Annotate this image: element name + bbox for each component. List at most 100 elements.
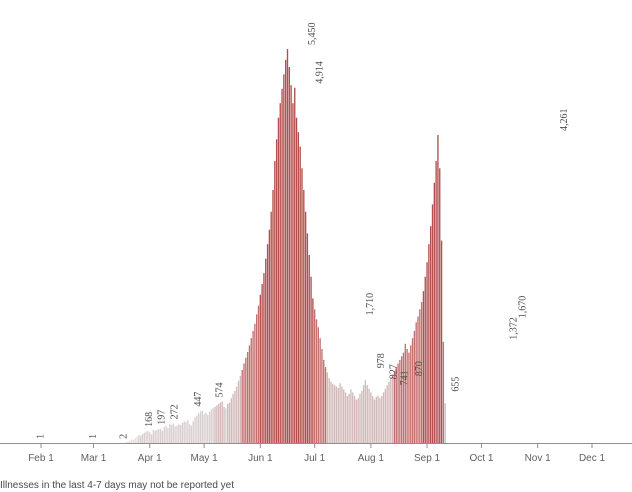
bar-2020-03-27 <box>140 435 142 443</box>
bar-2020-09-04 <box>431 204 434 443</box>
bar-2020-07-14 <box>337 388 339 443</box>
bar-2020-06-08 <box>272 189 274 443</box>
bar-2020-05-29 <box>254 323 256 443</box>
bar-2020-03-29 <box>143 432 145 443</box>
bar-2020-06-03 <box>263 273 265 443</box>
bar-2020-08-10 <box>386 385 388 443</box>
bar-2020-05-22 <box>241 369 243 443</box>
bar-2020-07-17 <box>343 389 345 443</box>
bar-2020-07-12 <box>333 385 336 443</box>
bar-2020-05-17 <box>232 393 234 443</box>
bar-2020-04-02 <box>150 434 153 443</box>
bar-2020-03-19 <box>125 442 127 443</box>
bar-2020-07-08 <box>326 372 329 443</box>
x-tick-label-2020-12-01: Dec 1 <box>579 453 606 464</box>
bar-2020-07-03 <box>317 327 319 443</box>
bar-2020-03-23 <box>132 439 135 443</box>
bar-2020-05-10 <box>219 402 222 443</box>
bar-2020-07-19 <box>346 396 348 443</box>
bar-2020-06-17 <box>288 67 290 443</box>
bar-2020-04-25 <box>192 421 194 443</box>
bar-2020-05-07 <box>214 406 216 443</box>
bar-2020-03-22 <box>130 439 133 443</box>
bar-2020-08-09 <box>384 388 387 443</box>
bar-2020-06-30 <box>312 298 314 443</box>
x-tick-label-2020-08-01: Aug 1 <box>358 453 385 464</box>
data-label-2020-03-01: 1 <box>88 434 99 439</box>
bar-2020-03-31 <box>147 430 149 443</box>
bar-2020-05-03 <box>207 414 209 443</box>
bar-2020-04-09 <box>163 427 165 443</box>
bar-2020-04-12 <box>169 424 171 443</box>
bar-2020-07-07 <box>324 367 327 443</box>
bar-2020-07-13 <box>335 386 338 443</box>
data-label-2020-04-15: 272 <box>169 404 180 419</box>
bar-2020-08-11 <box>388 381 390 443</box>
bar-2020-05-09 <box>217 403 220 443</box>
x-tick-label-2020-05-01: May 1 <box>191 453 219 464</box>
bar-2020-06-11 <box>277 117 280 444</box>
data-label-2020-05-10: 574 <box>215 383 226 398</box>
bar-2020-06-04 <box>265 258 267 443</box>
data-label-2020-10-24: 1,670 <box>517 296 528 319</box>
bar-2020-05-06 <box>212 408 214 443</box>
bar-2020-05-25 <box>246 351 249 443</box>
bar-2020-05-15 <box>228 402 231 443</box>
bar-2020-07-24 <box>355 399 358 443</box>
data-label-2020-08-14: 827 <box>389 364 400 379</box>
data-label-2020-07-04: 4,914 <box>314 61 325 84</box>
bar-2020-04-26 <box>194 416 196 443</box>
bar-2020-08-14 <box>393 370 396 443</box>
bar-2020-08-16 <box>397 363 399 443</box>
bar-2020-05-27 <box>250 338 252 443</box>
bar-2020-08-03 <box>373 399 376 443</box>
bar-2020-08-20 <box>404 343 406 443</box>
bar-2020-05-16 <box>230 398 232 443</box>
bar-2020-05-26 <box>248 345 251 443</box>
bar-2020-06-09 <box>274 161 276 443</box>
bar-2020-05-23 <box>243 363 245 443</box>
bar-2020-09-02 <box>428 244 430 443</box>
bar-2020-03-28 <box>141 433 144 443</box>
bar-2020-07-18 <box>344 392 347 443</box>
data-label-2020-08-01: 1,710 <box>365 293 376 316</box>
bar-2020-05-14 <box>227 403 229 443</box>
bar-2020-08-24 <box>411 338 414 443</box>
x-tick-label-2020-07-01: Jul 1 <box>304 453 326 464</box>
bars-layer <box>40 49 446 444</box>
bar-2020-04-13 <box>170 424 173 443</box>
bar-2020-06-05 <box>266 244 269 443</box>
bar-2020-04-16 <box>176 425 178 443</box>
bar-2020-04-06 <box>158 429 160 443</box>
bar-2020-06-10 <box>275 139 278 443</box>
bar-2020-07-22 <box>352 392 354 443</box>
bar-2020-05-30 <box>256 314 258 443</box>
data-label-2020-03-18: 2 <box>119 434 130 439</box>
x-tick-label-2020-06-01: Jun 1 <box>248 453 273 464</box>
data-label-2020-09-17: 655 <box>450 377 461 392</box>
bar-2020-06-27 <box>306 233 309 443</box>
bar-2020-05-21 <box>239 375 242 443</box>
bar-2020-03-24 <box>134 437 136 443</box>
bar-2020-05-01 <box>203 414 205 443</box>
bar-2020-04-04 <box>154 430 156 443</box>
bar-2020-09-03 <box>430 226 432 443</box>
bar-2020-07-15 <box>339 383 341 443</box>
data-label-2020-02-01: 1 <box>35 434 46 439</box>
bar-2020-05-02 <box>205 412 207 443</box>
x-tick-label-2020-09-01: Sep 1 <box>414 453 441 464</box>
bar-2020-03-21 <box>129 440 131 443</box>
bar-2020-09-06 <box>435 161 437 443</box>
bar-2020-04-11 <box>167 427 169 443</box>
bar-2020-05-31 <box>257 305 260 443</box>
x-tick-label-2020-04-01: Apr 1 <box>138 453 162 464</box>
bar-2020-05-24 <box>245 357 247 443</box>
bar-2020-04-24 <box>190 425 193 443</box>
bar-2020-05-11 <box>221 401 223 443</box>
bar-2020-04-17 <box>178 424 180 443</box>
bar-2020-08-18 <box>401 356 403 443</box>
bar-2020-03-20 <box>127 441 129 443</box>
x-tick-label-2020-03-01: Mar 1 <box>81 453 107 464</box>
bar-2020-07-26 <box>359 393 361 443</box>
